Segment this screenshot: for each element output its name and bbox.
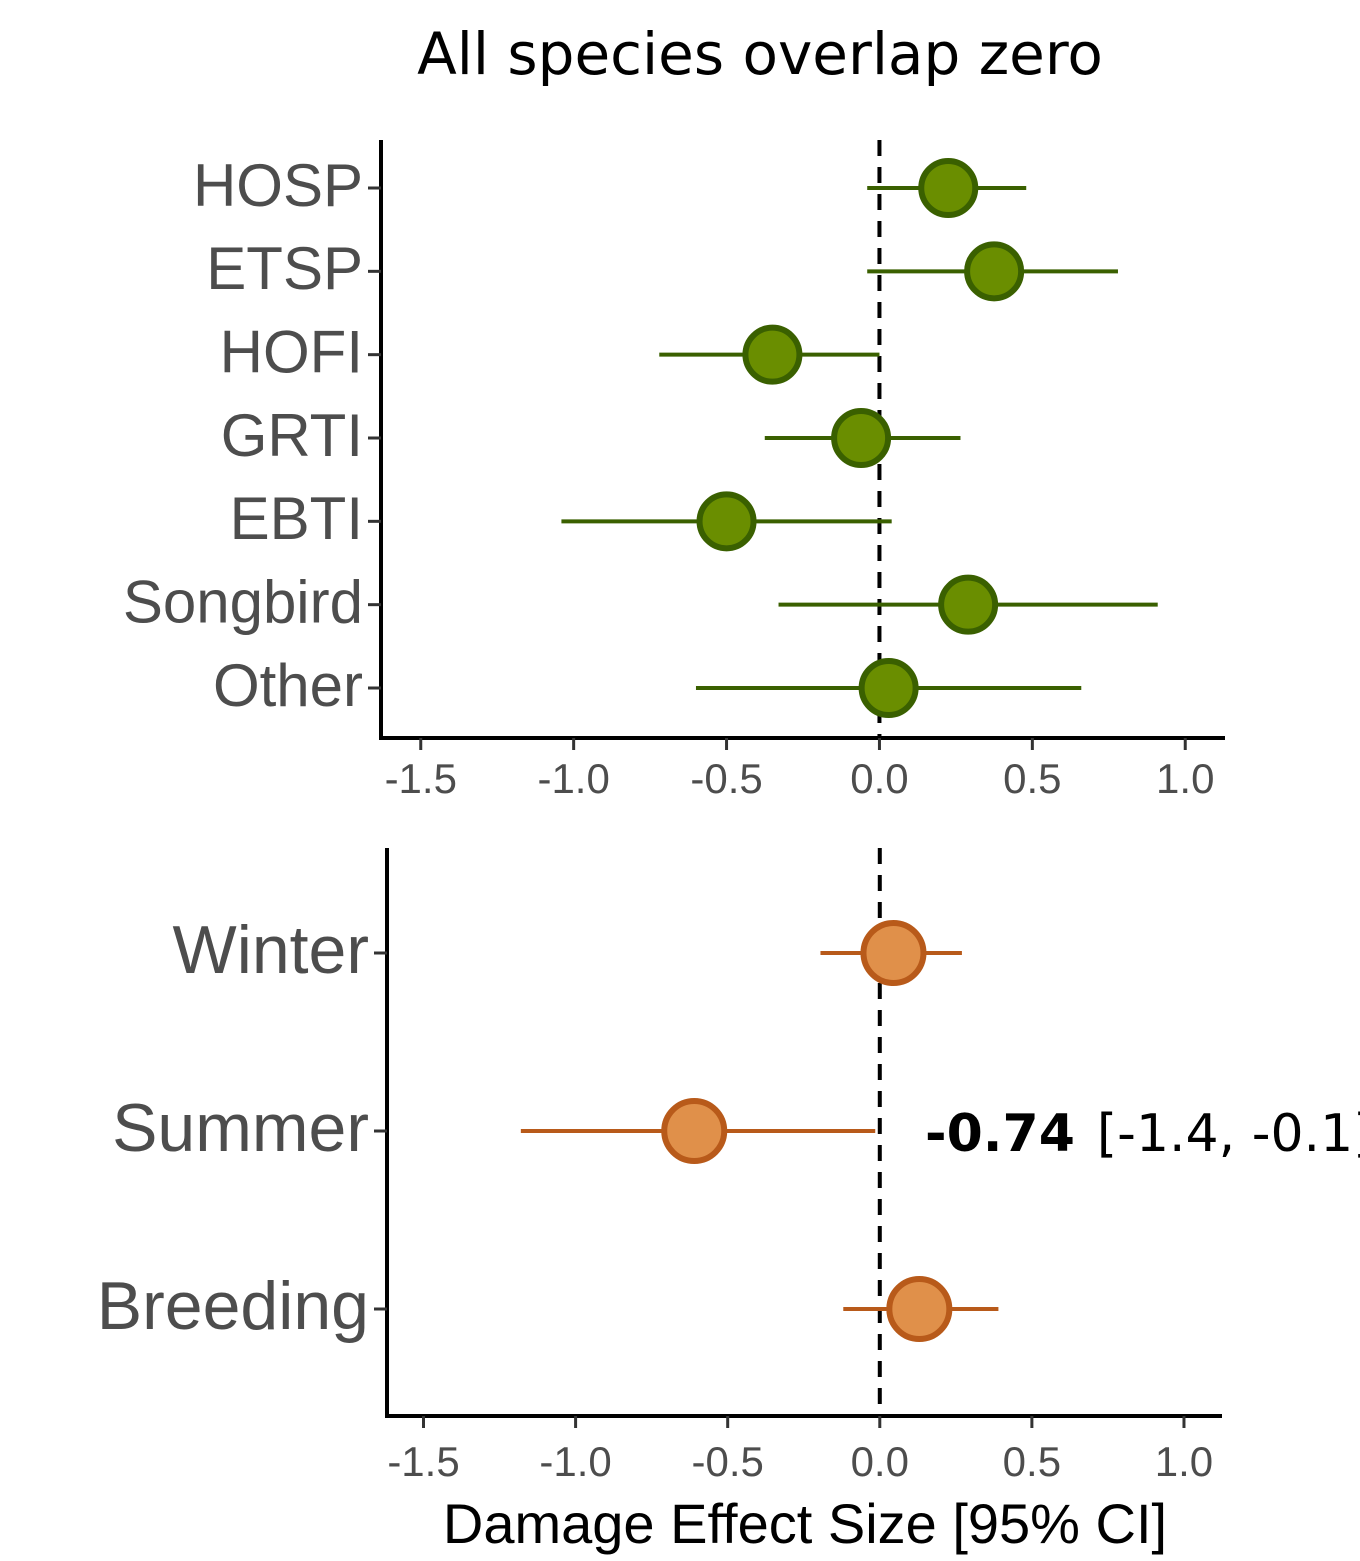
point-estimate [745, 328, 799, 382]
x-tick-label: 0.5 [1003, 1438, 1061, 1485]
x-tick-label: -1.5 [387, 1438, 459, 1485]
chart-title: All species overlap zero [417, 20, 1103, 88]
x-tick-label: 1.0 [1156, 755, 1214, 802]
point-estimate [921, 161, 975, 215]
figure: All species overlap zero Damage Effect S… [0, 0, 1360, 1561]
annotation: -0.74 [-1.4, -0.1] [925, 1104, 1360, 1164]
x-tick-label: -0.5 [692, 1438, 764, 1485]
x-tick-label: 0.0 [850, 755, 908, 802]
y-tick-label: HOSP [193, 152, 363, 219]
point-estimate [862, 661, 916, 715]
point-estimate [941, 578, 995, 632]
x-tick-label: 1.0 [1155, 1438, 1213, 1485]
y-tick-label: Other [213, 652, 363, 719]
x-tick-label: -1.0 [537, 755, 609, 802]
point-estimate [967, 244, 1021, 298]
y-tick-label: EBTI [230, 485, 363, 552]
y-tick-label: HOFI [220, 319, 363, 386]
x-tick-label: -0.5 [690, 755, 762, 802]
y-tick-label: GRTI [221, 402, 363, 469]
point-estimate [700, 494, 754, 548]
x-axis-label: Damage Effect Size [95% CI] [443, 1492, 1167, 1555]
x-tick-label: 0.5 [1003, 755, 1061, 802]
y-tick-label: Breeding [97, 1268, 369, 1344]
annotation-estimate: -0.74 [925, 1104, 1075, 1164]
annotation-interval: [-1.4, -0.1] [1097, 1104, 1360, 1164]
y-tick-label: Summer [112, 1090, 369, 1166]
x-tick-label: -1.5 [385, 755, 457, 802]
x-tick-label: 0.0 [851, 1438, 909, 1485]
point-estimate [664, 1101, 724, 1161]
point-estimate [889, 1279, 949, 1339]
y-tick-label: Songbird [123, 569, 363, 636]
point-estimate [863, 923, 923, 983]
y-tick-label: Winter [173, 912, 369, 988]
x-tick-label: -1.0 [539, 1438, 611, 1485]
point-estimate [834, 411, 888, 465]
y-tick-label: ETSP [206, 235, 363, 302]
